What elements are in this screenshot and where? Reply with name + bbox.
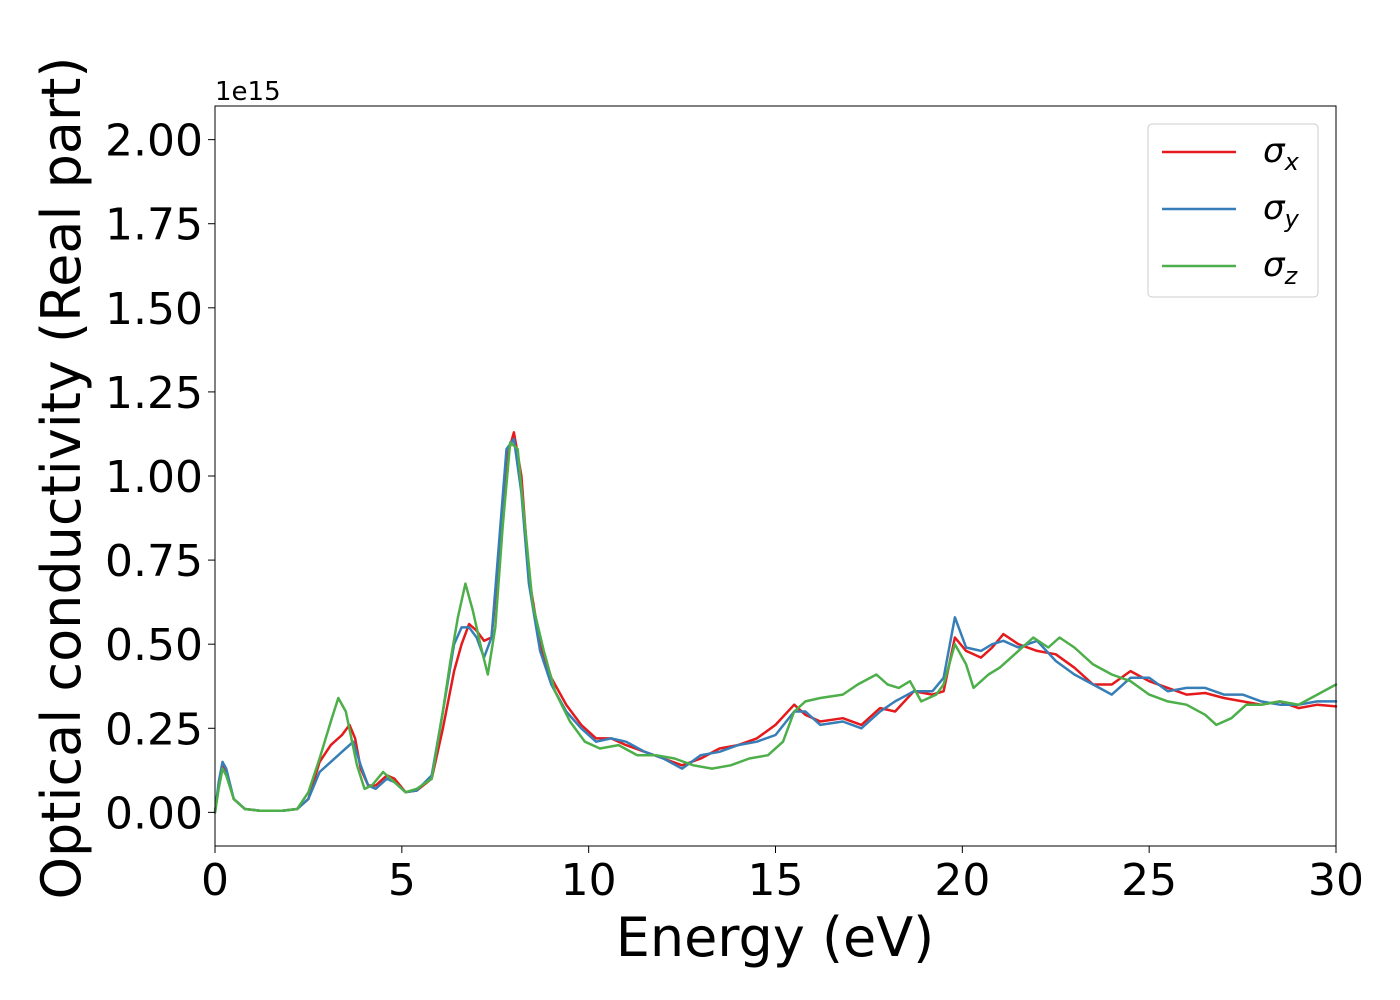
series-line-y xyxy=(213,437,1338,814)
y-tick-label: 1.25 xyxy=(105,368,203,419)
legend: σx σy σz xyxy=(1147,123,1319,298)
legend-label-x: σx xyxy=(1263,131,1300,176)
y-tick-label: 1.00 xyxy=(105,452,203,503)
x-tick-label: 10 xyxy=(561,855,617,906)
y-tick-label: 0.00 xyxy=(105,788,203,839)
y-tick-label: 2.00 xyxy=(105,116,203,167)
legend-label-y: σy xyxy=(1263,188,1300,233)
y-axis-label: Optical conductivity (Real part) xyxy=(30,57,93,900)
x-tick-label: 25 xyxy=(1121,855,1177,906)
y-tick-label: 1.50 xyxy=(105,284,203,335)
x-axis-label: Energy (eV) xyxy=(616,906,935,969)
legend-box xyxy=(1147,123,1319,298)
x-tick-label: 5 xyxy=(388,855,416,906)
y-tick-label: 0.75 xyxy=(105,536,203,587)
x-tick-label: 0 xyxy=(201,855,229,906)
y-offset-label: 1e15 xyxy=(215,77,281,107)
x-tick-label: 20 xyxy=(934,855,990,906)
legend-label-z: σz xyxy=(1263,245,1299,290)
y-tick-label: 1.75 xyxy=(105,200,203,251)
series-line-x xyxy=(213,431,1338,814)
x-tick-label: 15 xyxy=(748,855,804,906)
x-tick-label: 30 xyxy=(1308,855,1364,906)
plot-lines xyxy=(213,431,1338,814)
series-line-z xyxy=(213,441,1338,814)
y-tick-label: 0.25 xyxy=(105,704,203,755)
x-axis: 0 5 10 15 20 25 30 xyxy=(201,846,1364,906)
y-tick-label: 0.50 xyxy=(105,620,203,671)
y-axis: 0.00 0.25 0.50 0.75 1.00 1.25 1.50 1.75 2.00 xyxy=(105,116,215,839)
